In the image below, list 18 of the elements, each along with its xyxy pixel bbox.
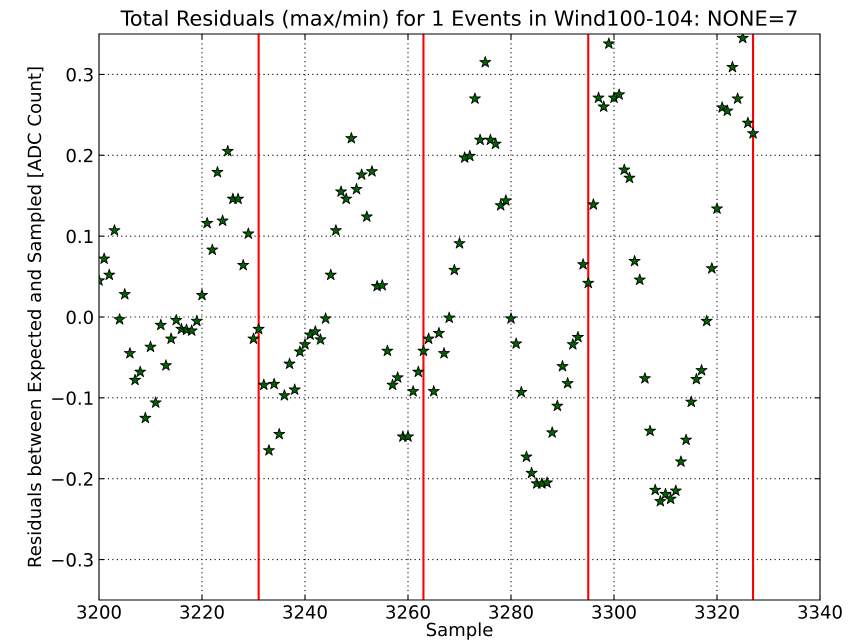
x-tick-label: 3240 [283, 605, 327, 619]
y-tick-label: −0.1 [52, 391, 92, 405]
x-tick-label: 3220 [180, 605, 224, 619]
y-tick-label: 0.1 [66, 230, 92, 244]
x-tick-label: 3340 [798, 605, 842, 619]
x-tick-label: 3300 [592, 605, 636, 619]
y-tick-label: 0.3 [66, 68, 93, 82]
x-tick-label: 3200 [77, 605, 121, 619]
y-tick-label: −0.2 [52, 472, 92, 486]
y-tick-label: 0.2 [66, 148, 92, 162]
x-axis-title: Sample [426, 622, 492, 640]
x-tick-label: 3260 [386, 605, 430, 619]
x-tick-label: 3280 [489, 605, 533, 619]
y-axis-title: Residuals between Expected and Sampled [ADC Count] [27, 68, 45, 566]
y-tick-label: 0.0 [66, 310, 93, 324]
chart-title: Total Residuals (max/min) for 1 Events in Wind100-104: NONE=7 [120, 10, 797, 28]
x-tick-label: 3320 [695, 605, 739, 619]
y-tick-label: −0.3 [52, 553, 93, 567]
